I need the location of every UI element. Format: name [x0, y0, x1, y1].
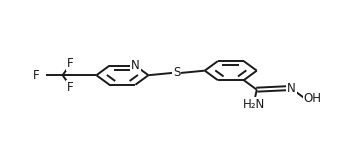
Text: S: S — [173, 66, 180, 79]
Text: N: N — [131, 59, 140, 72]
Text: F: F — [67, 81, 74, 94]
Text: N: N — [287, 82, 296, 95]
Text: OH: OH — [304, 92, 322, 105]
Text: F: F — [67, 57, 74, 70]
Text: H₂N: H₂N — [243, 98, 265, 111]
Text: F: F — [33, 69, 40, 82]
